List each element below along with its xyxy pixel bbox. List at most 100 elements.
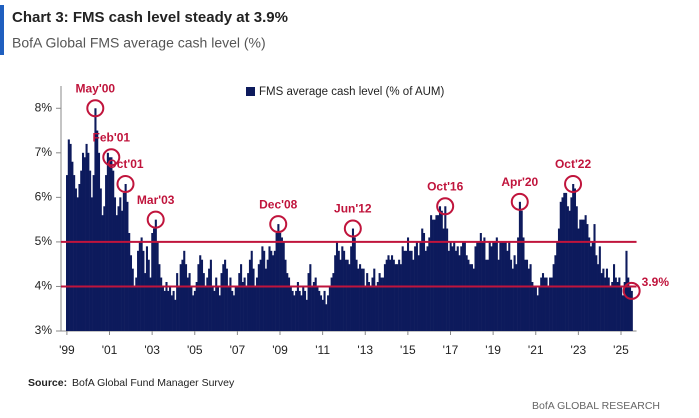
source: BofA Global Fund Manager Survey: [72, 377, 235, 389]
bar: [147, 259, 150, 331]
bar: [469, 264, 472, 331]
bar: [367, 282, 370, 331]
bar: [103, 206, 106, 331]
bar: [586, 224, 589, 331]
bar: [184, 264, 188, 331]
bar: [296, 282, 299, 331]
bar: [438, 206, 442, 331]
x-tick-label: '17: [443, 343, 459, 357]
bar: [552, 264, 555, 331]
bar: [135, 277, 138, 331]
bar: [472, 268, 475, 331]
bar: [200, 259, 204, 331]
bar: [550, 277, 553, 331]
bar: [351, 228, 355, 331]
bar: [115, 215, 118, 331]
bar: [408, 250, 411, 331]
bar: [454, 250, 458, 331]
y-tick-label: 8%: [35, 100, 53, 114]
bar: [518, 201, 521, 331]
bar: [328, 286, 331, 331]
chart-title: Chart 3: FMS cash level steady at 3.9%: [12, 9, 288, 26]
bar: [525, 259, 529, 331]
bar: [153, 228, 156, 331]
highlight-circle: [146, 210, 165, 229]
bar: [289, 286, 292, 331]
bar: [341, 246, 344, 331]
bar: [424, 250, 427, 331]
bar: [264, 268, 267, 331]
bar: [96, 130, 99, 331]
highlight-circle: [102, 148, 121, 167]
bar: [300, 295, 303, 331]
bar: [311, 286, 314, 331]
bar: [343, 250, 346, 331]
annotation-label: 3.9%: [642, 275, 670, 289]
bar: [456, 246, 459, 331]
bar: [71, 161, 74, 331]
bar: [268, 246, 271, 331]
annotation-label: Oct'22: [555, 157, 592, 171]
bar: [241, 282, 244, 331]
bar: [380, 277, 383, 331]
highlight-circle: [564, 175, 583, 193]
bar: [545, 277, 548, 331]
bar: [584, 215, 587, 331]
bar: [275, 233, 278, 331]
chart-subtitle: BofA Global FMS average cash level (%): [12, 35, 266, 51]
annotation-label: Mar'03: [137, 193, 175, 207]
bar: [316, 286, 319, 331]
bar: [229, 277, 232, 331]
y-tick-label: 4%: [35, 279, 53, 293]
bar: [625, 250, 628, 331]
highlight-circle: [343, 219, 362, 238]
bar: [554, 255, 557, 331]
highlight-circle: [436, 197, 455, 216]
bar: [151, 233, 154, 331]
bar: [570, 197, 573, 331]
bar: [85, 143, 88, 331]
bar: [495, 237, 498, 331]
bar: [598, 246, 601, 331]
bar: [565, 192, 568, 331]
bar: [279, 233, 282, 331]
bar: [169, 286, 172, 331]
bar: [314, 277, 317, 331]
bar: [465, 255, 468, 331]
bar: [375, 286, 378, 331]
bar: [421, 228, 424, 331]
bar: [216, 286, 220, 331]
bar: [121, 210, 124, 331]
bar: [589, 246, 592, 331]
bar: [174, 299, 177, 331]
bar: [543, 277, 546, 331]
bar: [128, 233, 131, 331]
bar: [321, 299, 324, 331]
bar: [218, 295, 221, 331]
bar: [307, 273, 310, 331]
bar: [490, 246, 493, 331]
bar: [549, 277, 552, 331]
bar: [600, 273, 603, 331]
bar: [323, 290, 326, 331]
y-tick-label: 5%: [35, 234, 53, 248]
bar: [366, 273, 369, 331]
y-tick-label: 3%: [35, 323, 53, 337]
annotation-label: Oct'01: [107, 157, 144, 171]
x-tick-label: '09: [272, 343, 288, 357]
bar: [183, 250, 186, 331]
bar: [94, 108, 97, 331]
x-tick-label: '05: [187, 343, 203, 357]
bar: [270, 250, 273, 331]
bar: [295, 290, 298, 331]
bar: [517, 237, 520, 331]
bar: [581, 219, 584, 331]
bar: [446, 228, 449, 331]
x-tick-label: '19: [485, 343, 501, 357]
title-accent: [0, 5, 4, 55]
bar: [405, 250, 408, 331]
bar: [284, 259, 287, 331]
bar: [621, 295, 624, 331]
bar: [515, 264, 518, 331]
bar: [74, 188, 77, 331]
